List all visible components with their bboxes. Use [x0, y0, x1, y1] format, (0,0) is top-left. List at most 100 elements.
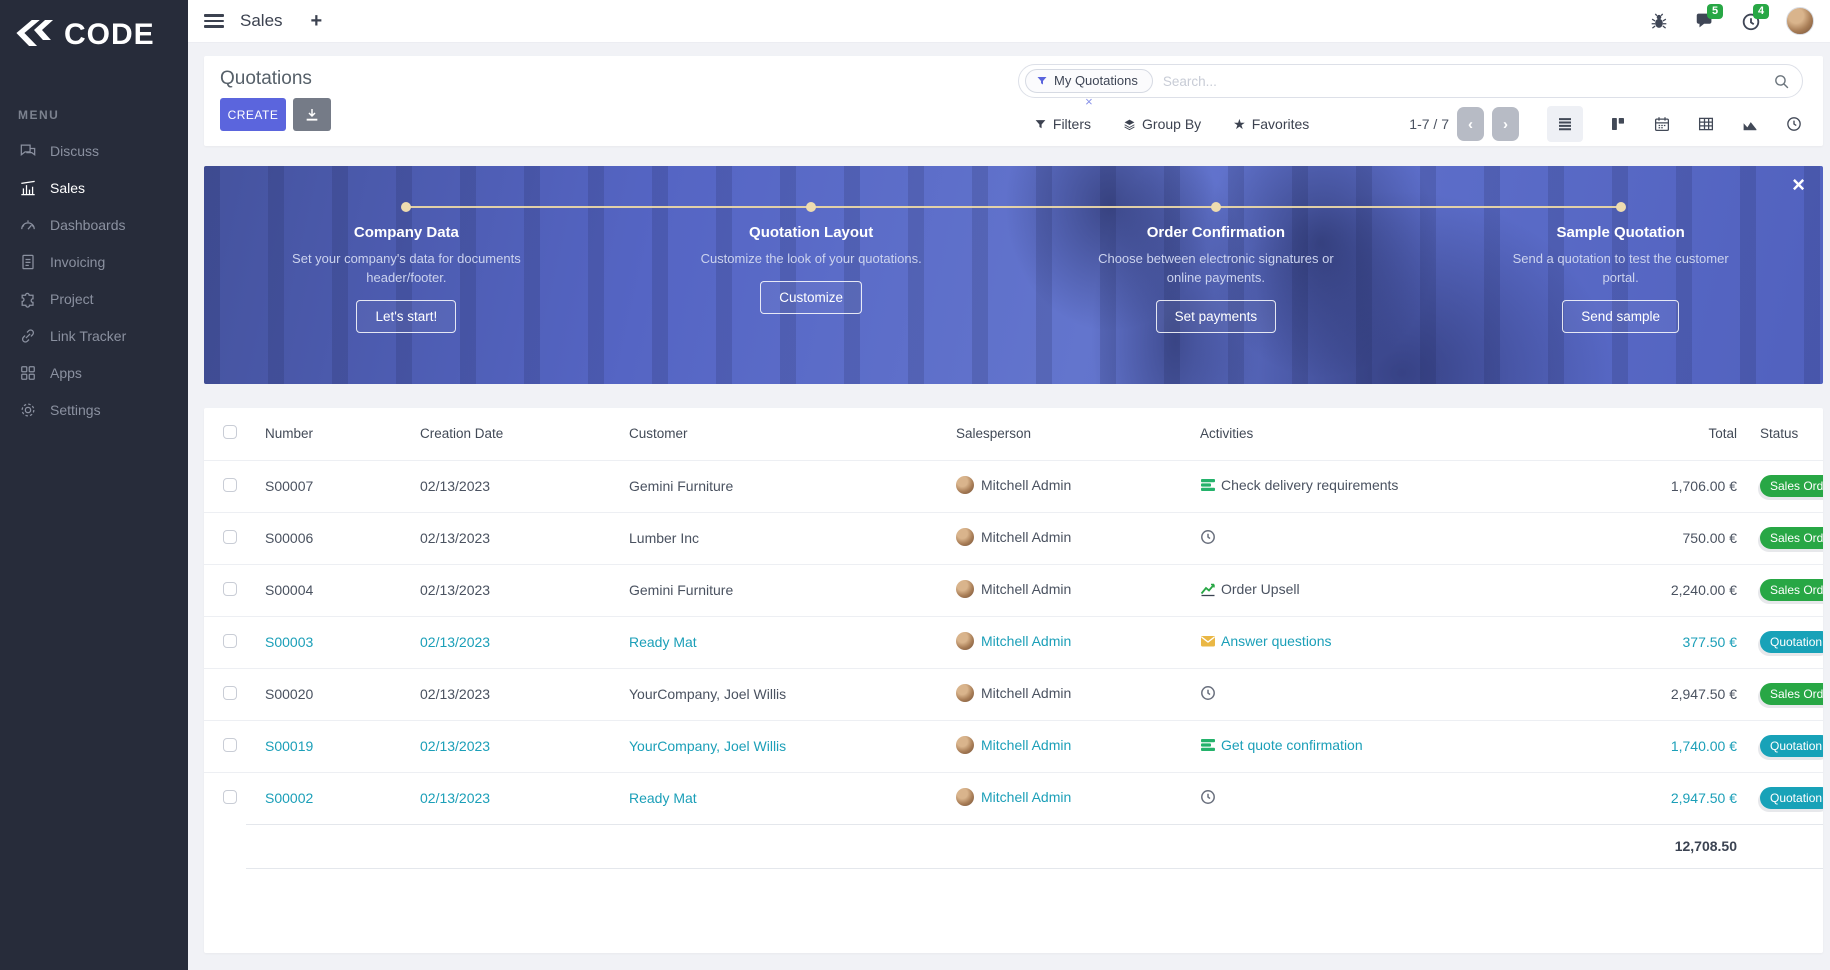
column-header-customer[interactable]: Customer — [629, 426, 688, 442]
cell-salesperson: Mitchell Admin — [937, 719, 1181, 772]
table-row[interactable]: S00003 02/13/2023 Ready Mat Mitchell Admin A… — [204, 615, 1823, 668]
table-row[interactable]: S00020 02/13/2023 YourCompany, Joel Willis… — [204, 667, 1823, 720]
clock-icon[interactable] — [1200, 685, 1216, 701]
sidebar-item-sales[interactable]: Sales — [0, 169, 188, 206]
cell-activity[interactable] — [1181, 667, 1566, 720]
salesperson-name: Mitchell Admin — [981, 788, 1072, 805]
cell-select — [204, 563, 246, 616]
cell-activity[interactable]: Get quote confirmation — [1181, 719, 1566, 772]
search-bar[interactable]: My Quotations × Search... — [1018, 64, 1803, 109]
group-by-button[interactable]: Group By — [1123, 116, 1201, 132]
cell-select — [204, 511, 246, 564]
banner-close-icon[interactable]: × — [1792, 172, 1805, 197]
tasks-icon[interactable] — [1200, 477, 1216, 493]
clock-icon[interactable] — [1200, 529, 1216, 545]
cell-number[interactable]: S00007 — [246, 459, 401, 512]
onboarding-step-title: Sample Quotation — [1556, 224, 1685, 241]
row-checkbox[interactable] — [223, 477, 237, 492]
cell-number[interactable]: S00019 — [246, 719, 401, 772]
row-checkbox[interactable] — [223, 633, 237, 648]
pager-prev-button[interactable]: ‹ — [1457, 107, 1484, 141]
row-checkbox[interactable] — [223, 737, 237, 752]
onboarding-step-button-let-s-start-[interactable]: Let's start! — [356, 299, 457, 333]
table-row[interactable]: S00004 02/13/2023 Gemini Furniture Mitchell… — [204, 563, 1823, 616]
mail-icon[interactable] — [1200, 633, 1216, 649]
filters-button[interactable]: Filters — [1034, 116, 1091, 132]
cell-number[interactable]: S00004 — [246, 563, 401, 616]
sidebar-item-settings[interactable]: Settings — [0, 391, 188, 428]
column-header-total[interactable]: Total — [1708, 426, 1737, 442]
brand-logo[interactable]: CODE — [0, 0, 188, 62]
onboarding-step-button-customize[interactable]: Customize — [760, 280, 863, 314]
row-checkbox[interactable] — [223, 529, 237, 544]
table-row[interactable]: S00007 02/13/2023 Gemini Furniture Mitchell… — [204, 459, 1823, 512]
sidebar-item-project[interactable]: Project — [0, 280, 188, 317]
row-checkbox[interactable] — [223, 581, 237, 596]
row-checkbox[interactable] — [223, 685, 237, 700]
search-input[interactable]: Search... — [1162, 73, 1217, 89]
cell-number[interactable]: S00006 — [246, 511, 401, 564]
chart-icon[interactable] — [1200, 581, 1216, 597]
column-header-salesperson[interactable]: Salesperson — [956, 426, 1032, 442]
sidebar-item-discuss[interactable]: Discuss — [0, 132, 188, 169]
cell-number[interactable]: S00002 — [246, 771, 401, 824]
cell-activity[interactable] — [1181, 771, 1566, 824]
user-avatar[interactable] — [1786, 7, 1814, 35]
cell-number[interactable]: S00003 — [246, 615, 401, 668]
debug-bug-icon[interactable] — [1648, 10, 1670, 32]
search-icon[interactable] — [1773, 73, 1790, 90]
cell-status: Sales Order — [1741, 563, 1823, 616]
facet-remove-icon[interactable]: × — [1085, 94, 1093, 109]
activities-clock-icon[interactable]: 4 — [1740, 4, 1770, 32]
column-header-activities[interactable]: Activities — [1200, 426, 1254, 442]
view-calendar-button[interactable] — [1653, 115, 1671, 133]
main-area: Sales + 5 4 Quotations — [188, 0, 1830, 970]
app-tab-title[interactable]: Sales — [240, 11, 283, 30]
onboarding-step-title: Company Data — [353, 224, 459, 241]
select-all-checkbox[interactable] — [223, 425, 237, 440]
cell-activity[interactable]: Order Upsell — [1181, 563, 1566, 616]
add-tab-button[interactable]: + — [310, 9, 323, 32]
menu-toggle-icon[interactable] — [204, 14, 224, 28]
cell-activity[interactable] — [1181, 511, 1566, 564]
activity — [1200, 685, 1216, 701]
cell-select — [204, 771, 246, 824]
pager-next-button[interactable]: › — [1492, 107, 1519, 141]
status-badge: Quotation — [1760, 787, 1823, 809]
view-activity-button[interactable] — [1785, 115, 1803, 133]
onboarding-step-button-send-sample[interactable]: Send sample — [1562, 299, 1680, 333]
messages-icon[interactable]: 5 — [1694, 4, 1724, 32]
view-graph-button[interactable] — [1741, 115, 1759, 133]
table-row[interactable]: S00019 02/13/2023 YourCompany, Joel Willis… — [204, 719, 1823, 772]
table-row[interactable]: S00006 02/13/2023 Lumber Inc Mitchell Admin… — [204, 511, 1823, 564]
sidebar-item-link-tracker[interactable]: Link Tracker — [0, 317, 188, 354]
sidebar-item-invoicing[interactable]: Invoicing — [0, 243, 188, 280]
sidebar-item-apps[interactable]: Apps — [0, 354, 188, 391]
view-pivot-button[interactable] — [1697, 115, 1715, 133]
column-header-status[interactable]: Status — [1760, 426, 1799, 442]
cell-activity[interactable]: Answer questions — [1181, 615, 1566, 668]
cell-customer: Ready Mat — [610, 615, 937, 668]
onboarding-step-order-confirmation: Order Confirmation Choose between electro… — [1014, 166, 1419, 384]
view-list-button[interactable] — [1547, 106, 1583, 142]
column-header-creation-date[interactable]: Creation Date — [420, 426, 504, 442]
cell-customer: YourCompany, Joel Willis — [610, 667, 937, 720]
favorites-button[interactable]: ★ Favorites — [1233, 116, 1309, 132]
table-row[interactable]: S00002 02/13/2023 Ready Mat Mitchell Admin 2… — [204, 771, 1823, 824]
cell-status: Quotation — [1741, 719, 1823, 772]
sidebar-item-dashboards[interactable]: Dashboards — [0, 206, 188, 243]
cell-activity[interactable]: Check delivery requirements — [1181, 459, 1566, 512]
cell-customer: Lumber Inc — [610, 511, 937, 564]
create-button[interactable]: CREATE — [220, 98, 286, 131]
search-facet-my-quotations[interactable]: My Quotations × — [1025, 69, 1153, 109]
clock-icon[interactable] — [1200, 789, 1216, 805]
status-badge: Quotation — [1760, 631, 1823, 653]
status-badge: Quotation — [1760, 735, 1823, 757]
column-header-number[interactable]: Number — [265, 426, 314, 442]
tasks-icon[interactable] — [1200, 737, 1216, 753]
export-button[interactable] — [293, 98, 331, 131]
onboarding-step-button-set-payments[interactable]: Set payments — [1155, 299, 1277, 333]
cell-number[interactable]: S00020 — [246, 667, 401, 720]
row-checkbox[interactable] — [223, 789, 237, 804]
view-kanban-button[interactable] — [1609, 115, 1627, 133]
